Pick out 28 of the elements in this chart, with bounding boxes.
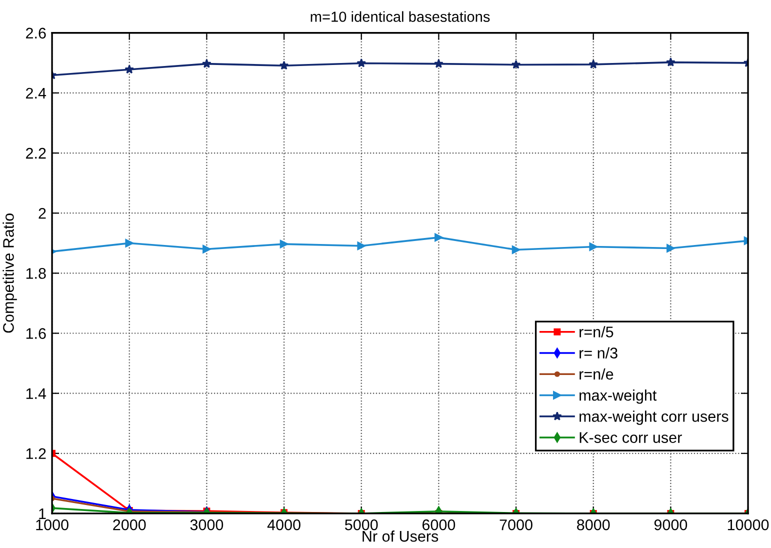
x-tick-label: 6000 [422,519,456,530]
x-tick-label: 7000 [500,519,532,530]
chart-title: m=10 identical basestations [310,11,490,22]
y-tick-label: 2.6 [26,28,46,39]
x-tick-label: 1000 [36,519,68,530]
y-tick-label: 2.4 [26,88,46,98]
x-tick-label: 8000 [577,519,610,530]
legend-label: K-sec corr user [580,432,682,443]
x-tick-label: 4000 [267,519,300,530]
y-tick-label: 1.4 [26,388,46,399]
y-tick-label: 1 [39,508,46,520]
legend-label: max-weight [580,390,657,404]
y-tick-label: 1.6 [26,328,46,339]
y-tick-label: 1.8 [26,268,46,279]
legend-label: r= n/3 [580,347,618,358]
legend-label: r=n/5 [580,326,614,338]
y-tick-label: 2.2 [26,148,46,159]
y-tick-label: 1.2 [26,448,46,459]
x-tick-label: 9000 [654,519,688,530]
y-tick-label: 2 [38,208,46,219]
y-axis-title: Competitive Ratio [2,214,17,333]
x-tick-label: 5000 [344,519,378,530]
x-axis-title: Nr of Users [362,530,438,542]
x-tick-label: 3000 [190,519,224,530]
x-tick-label: 2000 [113,519,146,530]
legend-label: max-weight corr users [580,410,728,425]
legend-label: r=n/e [580,368,614,380]
x-tick-label: 10000 [728,519,769,530]
